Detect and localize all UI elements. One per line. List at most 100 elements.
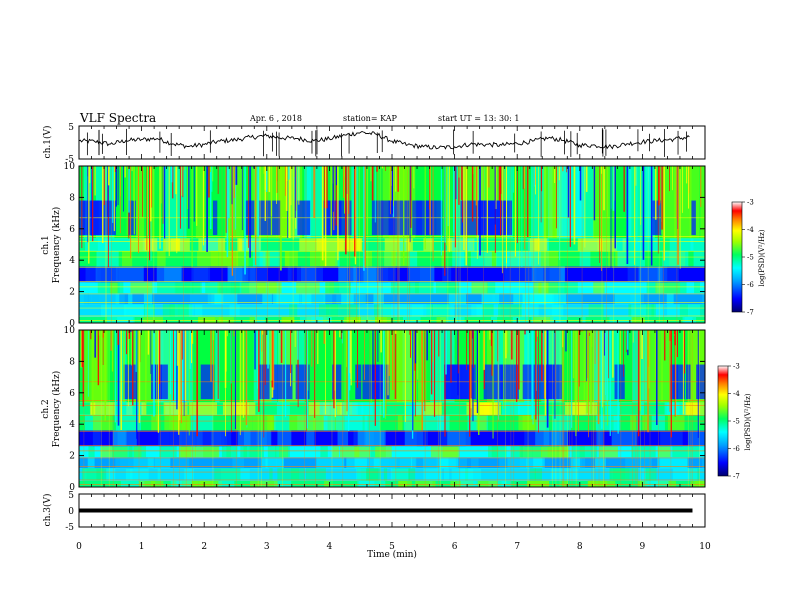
spectrogram-patch <box>289 304 298 317</box>
spectrogram-patch <box>471 304 486 317</box>
spectrogram-patch <box>275 446 290 458</box>
spectrogram-patch <box>94 266 113 283</box>
spectrogram-patch <box>154 457 171 469</box>
ytick-label: 0 <box>69 483 75 493</box>
spectrogram-patch <box>642 414 648 431</box>
spectrogram-patch <box>694 282 701 294</box>
spectrogram-patch <box>329 282 351 294</box>
spectrogram-patch <box>596 430 603 447</box>
ch3-ylabel: ch.3(V) <box>42 494 53 527</box>
spectrogram-patch <box>481 293 500 305</box>
spectrogram-patch <box>354 457 380 469</box>
spectrogram-patch <box>561 480 568 487</box>
spectrogram-patch <box>183 480 204 487</box>
spectrogram-patch <box>457 250 464 267</box>
spectrogram-patch <box>593 282 605 294</box>
ch1-spectrogram-image <box>79 166 705 323</box>
ch1-spectrogram-ylabel: Frequency (kHz) <box>51 207 62 284</box>
spectrogram-patch <box>159 446 177 458</box>
spectrogram-patch <box>615 238 642 251</box>
spectrogram-patch <box>330 304 359 317</box>
spectrogram-patch <box>669 238 694 251</box>
spectrogram-patch <box>143 316 164 323</box>
spectrogram-patch <box>250 480 278 487</box>
ytick-label: 2 <box>69 288 75 298</box>
spectrogram-patch <box>313 414 324 431</box>
spectrogram-patch <box>205 282 233 294</box>
spectrogram-patch <box>700 166 705 239</box>
spectrogram-patch <box>512 316 529 323</box>
spectrogram-patch <box>270 414 274 431</box>
spectrogram-patch <box>534 468 543 481</box>
spectrogram-patch <box>124 304 144 317</box>
spectrogram-patch <box>92 430 101 447</box>
ch3-ytick-5: 5 <box>68 491 74 501</box>
spectrogram-patch <box>172 457 190 469</box>
spectrogram-patch <box>688 304 701 317</box>
ch2-spectrogram-yticks: 0 2 4 6 8 10 <box>64 326 705 493</box>
ch1-colorbar-ticks: -3 -4 -5 -6 -7 <box>742 199 754 317</box>
spectrogram-patch <box>373 457 397 469</box>
spectrogram-patch <box>254 316 265 323</box>
spectrogram-patch <box>218 316 234 323</box>
spectrogram-patch <box>631 316 646 323</box>
spectrogram-patch <box>456 316 462 323</box>
spectrogram-patch <box>181 430 188 447</box>
spectrogram-patch <box>529 468 536 481</box>
spectrogram-patch <box>226 446 231 458</box>
spectrogram-patch <box>184 468 194 481</box>
spectrogram-patch <box>651 414 665 431</box>
spectrogram-patch <box>269 468 273 481</box>
xtick-label: 0 <box>76 542 82 552</box>
spectrogram-patch <box>318 304 330 317</box>
spectrogram-patch <box>365 250 373 267</box>
spectrogram-patch <box>175 238 181 251</box>
spectrogram-patch <box>646 282 657 294</box>
spectrogram-patch <box>299 316 324 323</box>
spectrogram-patch <box>471 282 488 294</box>
spectrogram-patch <box>357 430 385 447</box>
colorbar-tick-label: -4 <box>733 390 740 398</box>
ytick-label: 8 <box>69 357 75 367</box>
spectrogram-patch <box>282 316 295 323</box>
colorbar-tick-label: -7 <box>747 309 754 317</box>
spectrogram-patch <box>672 446 700 458</box>
spectrogram-patch <box>550 316 568 323</box>
spectrogram-patch <box>115 414 141 431</box>
colorbar-tick-label: -6 <box>733 445 740 453</box>
spectrogram-patch <box>660 430 683 447</box>
ytick-label: 2 <box>69 452 75 462</box>
spectrogram-patch <box>181 414 189 431</box>
spectrogram-patch <box>354 446 371 458</box>
spectrogram-patch <box>355 293 365 305</box>
ytick-label: 4 <box>69 256 75 266</box>
spectrogram-patch <box>289 414 316 431</box>
spectrogram-patch <box>276 402 290 415</box>
spectrogram-patch <box>594 457 606 469</box>
spectrogram-patch <box>533 316 554 323</box>
spectrogram-patch <box>498 304 522 317</box>
spectrogram-patch <box>115 266 144 283</box>
spectrogram-patch <box>239 330 245 403</box>
spectrogram-patch <box>641 468 650 481</box>
spectrogram-patch <box>164 266 181 283</box>
spectrogram-patch <box>666 293 674 305</box>
spectrogram-patch <box>162 304 189 317</box>
spectrogram-patch <box>517 250 541 267</box>
colorbar-tick-label: -3 <box>747 199 754 207</box>
spectrogram-patch <box>533 282 549 294</box>
spectrogram-patch <box>296 266 323 283</box>
figure-title: VLF Spectra <box>79 111 156 125</box>
ch3-ytick-neg5: -5 <box>65 523 74 533</box>
spectrogram-patch <box>627 266 642 283</box>
spectrogram-patch <box>136 166 145 239</box>
spectrogram-patch <box>611 430 637 447</box>
spectrogram-patch <box>557 293 583 305</box>
colorbar-tick-label: -6 <box>747 281 754 289</box>
spectrogram-patch <box>518 402 537 415</box>
spectrogram-patch <box>543 430 550 447</box>
spectrogram-patch <box>631 446 656 458</box>
spectrogram-patch <box>672 468 698 481</box>
spectrogram-patch <box>265 457 284 469</box>
spectrogram-patch <box>320 446 328 458</box>
